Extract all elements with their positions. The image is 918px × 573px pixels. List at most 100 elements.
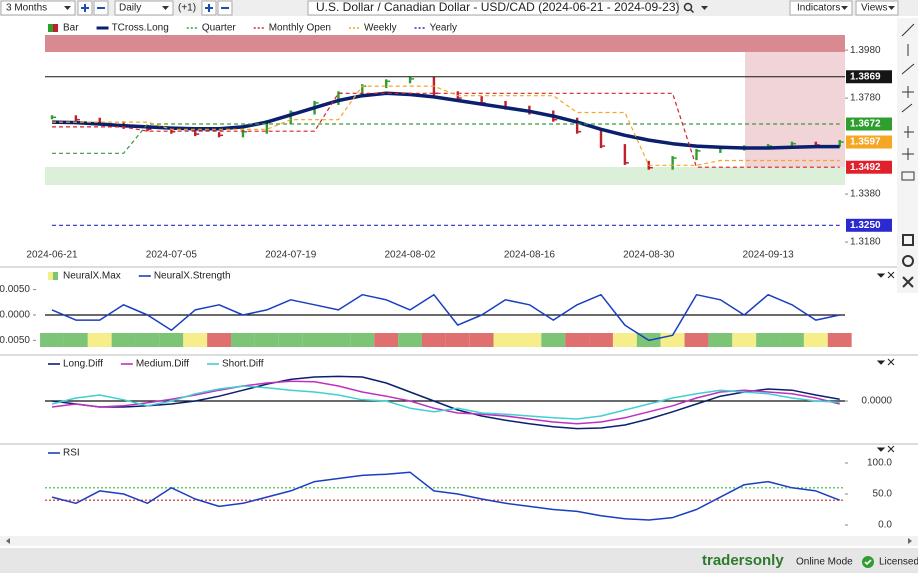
dropdown-arrow [64,6,71,10]
dropdown-arrow [162,6,169,10]
views-label: Views [861,3,888,14]
price-bar [241,129,245,138]
price-label-box [846,135,892,149]
price-bar [790,141,794,149]
state-cell [183,333,208,347]
x-tick-label: 2024-08-16 [504,250,556,261]
range-select[interactable] [0,0,76,16]
delete-tool[interactable] [902,276,914,288]
y-tick-label: 0.0000 [0,310,30,321]
series-line [51,375,840,430]
state-cell [612,333,637,347]
search-icon[interactable] [683,2,693,12]
price-bar [194,129,197,137]
state-cell [445,333,470,347]
price-label-box [846,218,892,232]
dropdown-arrow [888,6,895,10]
panel-controls[interactable] [876,271,895,453]
plus-icon [205,4,213,12]
y-tick-label: 100.0 [867,458,892,469]
status-bar [0,548,918,573]
drawing-tools[interactable] [901,23,915,181]
state-cell [421,333,446,347]
interval-select[interactable] [114,0,174,16]
state-cell [278,333,303,347]
brand-logo: tradersonly [702,552,784,569]
scroll-left[interactable] [6,538,10,544]
state-cell [40,333,64,347]
state-cell [135,333,160,347]
state-cell [326,333,351,347]
state-cell [207,333,232,347]
state-cell [374,333,399,347]
price-label: 1.3672 [850,119,881,130]
state-cell [565,333,590,347]
state-cell [350,333,375,347]
state-cell [541,333,566,347]
offset-label: (+1) [178,3,196,14]
price-bar [170,127,173,134]
legend-label: NeuralX.Strength [154,271,231,282]
scrollbar[interactable] [0,536,918,546]
legend-label: Short.Diff [222,359,264,370]
y-tick-label: 1.3780 [850,93,881,104]
x-tick-label: 2024-08-02 [384,250,436,261]
state-cell [684,333,709,347]
state-cell [111,333,136,347]
price-bar [384,79,388,89]
state-cell [302,333,327,347]
state-cell [87,333,112,347]
price-bar [838,140,841,147]
series-line [51,471,840,521]
price-bar [480,96,483,105]
mode-label: Online Mode [796,557,853,568]
y-tick-label: 1.3980 [850,45,881,56]
state-cell [780,333,804,347]
chart-title: U.S. Dollar / Canadian Dollar - USD/CAD … [316,0,680,14]
price-label: 1.3597 [850,137,881,148]
price-bar [575,117,579,134]
resistance-zone [45,35,845,52]
x-tick-label: 2024-08-30 [623,250,675,261]
state-cell [708,333,733,347]
state-cell [398,333,422,347]
indicators-label: Indicators [797,3,840,14]
price-bar [361,84,364,96]
price-label-box [846,70,892,84]
price-bar [623,144,627,165]
dropdown-arrow [701,6,708,10]
x-tick-label: 2024-09-13 [743,250,795,261]
rect-tool[interactable] [902,234,914,246]
legend-label: Long.Diff [63,359,103,370]
scroll-right[interactable] [908,538,912,544]
price-bar [98,117,101,126]
symbol-box[interactable] [307,0,679,16]
dropdown-arrow [841,6,848,10]
state-cell [231,333,255,347]
price-label-box [846,160,892,174]
price-label: 1.3869 [850,71,881,82]
legend-label: TCross.Long [112,23,169,34]
legend-label: Bar [63,23,79,34]
license-label: Licensed [879,557,918,568]
search-icon-handle [689,8,695,14]
x-tick-label: 2024-07-05 [146,250,198,261]
state-cell [469,333,494,347]
price-label: 1.3492 [850,162,881,173]
x-tick-label: 2024-06-21 [26,250,78,261]
legend-label: Weekly [364,23,397,34]
state-cell [589,333,613,347]
state-cell [803,333,828,347]
indicators-button[interactable] [789,0,853,16]
series-line [51,91,840,150]
state-cell [254,333,279,347]
check-mark [864,559,872,566]
views-button[interactable] [855,0,899,16]
legend-label: Yearly [430,23,457,34]
state-cell [63,333,88,347]
price-bar [504,100,507,110]
plus-icon [81,4,89,12]
legend-label: Quarter [202,23,237,34]
circle-tool[interactable] [902,255,914,267]
